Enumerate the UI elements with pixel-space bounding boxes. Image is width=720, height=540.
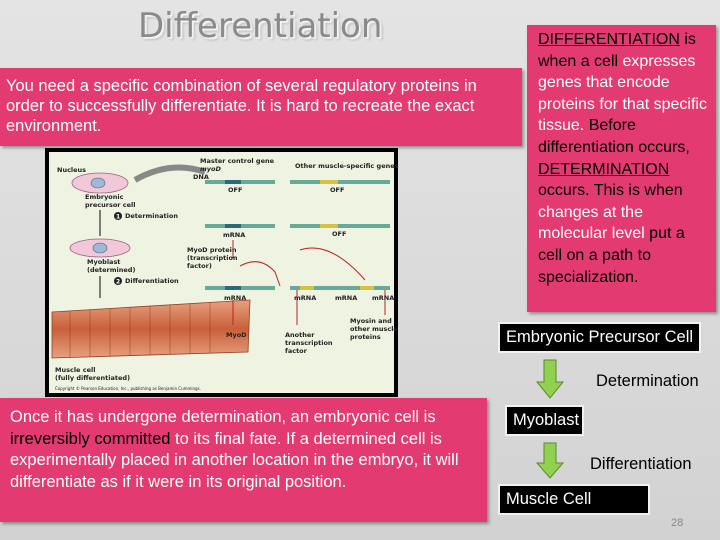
down-arrow [535,359,565,399]
figure-label: (transcription [187,254,238,262]
text-run: Once it has undergone determination, an … [10,408,436,426]
flow-step: Embryonic Precursor Cell [498,322,702,353]
figure-label: factor [285,347,308,355]
figure-label: 1 [116,214,120,221]
flow-step: Myoblast [505,405,584,436]
myoblast-nucleus [92,242,108,254]
text-run: to its final fate. If a determined cell … [10,429,459,491]
arrows [232,247,386,325]
figure-label: precursor cell [85,201,135,209]
figure-label: OFF [330,186,344,194]
figure-label: Other muscle-specific genes [295,162,399,170]
text-run: is when a cell [538,31,696,70]
intro-box: You need a specific combination of sever… [0,68,522,146]
definition-box: DIFFERENTIATION is when a cell expresses… [527,25,716,312]
figure-label: Master control gene [200,157,275,165]
figure-label: Nucleus [57,166,86,174]
text-run: DETERMINATION [538,160,670,178]
text-run: occurs. This is when [538,182,683,200]
flow-transition: Determination [596,372,699,390]
figure-label: OFF [332,230,346,238]
muscle-cell [51,299,251,359]
text-run: irreversibly committed [10,429,171,448]
figure-label: Determination [125,212,178,220]
text-run: changes at the molecular level [538,203,645,243]
figure-label: (fully differentiated) [55,374,130,382]
text-run: expresses genes that encode proteins for… [538,52,707,135]
figure-label: Myoblast [87,258,120,266]
figure-label: MyoD protein [187,246,237,254]
figure-label: other muscle [350,325,398,333]
text-run: Before differentiation occurs, [538,117,690,156]
figure-label: Muscle cell [55,366,95,374]
figure-label: myoD [200,165,221,173]
flow-transition: Differentiation [590,455,692,473]
nucleus [90,177,106,189]
figure-label: proteins [350,333,381,341]
step-marker [114,277,122,285]
zoom-arrow [133,164,206,183]
figure-label: DNA [193,173,209,181]
flow-step: Muscle Cell [498,484,650,515]
figure-label: Copyright © Pearson Education, Inc., pub… [55,386,201,391]
figure-label: mRNA [372,294,394,302]
figure: Nucleus Master control gene myoD Other m… [45,148,399,397]
dna-bars [205,180,390,290]
striations [69,303,211,357]
step-marker [114,212,122,220]
flow-arrows [535,359,565,479]
text-run: put a cell on a path to specialization. [538,225,685,286]
figure-label: 2 [116,279,120,286]
arrows [232,240,298,325]
figure-label: (determined) [87,266,135,274]
figure-label: Differentiation [125,277,179,285]
figure-label: transcription [285,339,333,347]
text-run: DIFFERENTIATION [538,31,680,48]
figure-label: Myosin and [350,317,392,325]
note-box: Once it has undergone determination, an … [0,398,487,522]
down-arrow [535,442,565,479]
figure-label: mRNA [294,294,316,302]
figure-label: mRNA [335,294,357,302]
page-number: 28 [671,517,684,529]
figure-labels: Nucleus Master control gene myoD Other m… [55,157,399,391]
figure-label: factor) [187,262,212,270]
slide-title: Differentiation [138,6,383,46]
figure-label: OFF [228,186,242,194]
figure-label: MyoD [226,331,247,339]
figure-label: mRNA [223,231,245,239]
figure-label: Embryonic [85,193,124,201]
figure-label: mRNA [224,294,246,302]
figure-label: Another [285,331,315,339]
